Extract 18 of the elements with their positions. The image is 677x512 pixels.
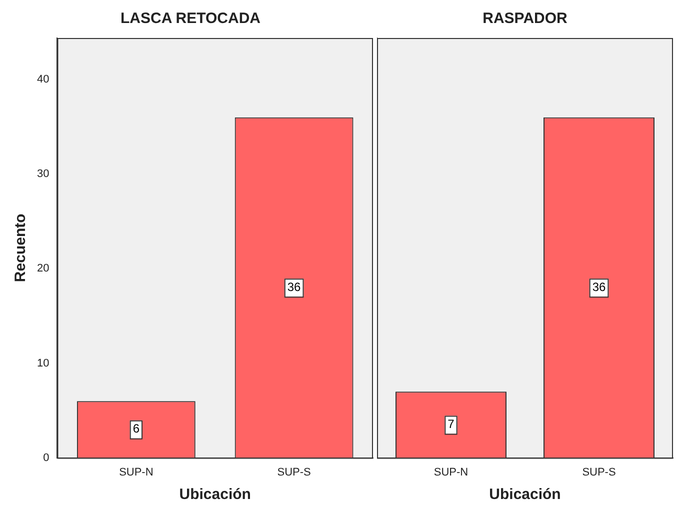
data-label: 7 [448,417,455,432]
x-tick-label: SUP-N [119,466,154,478]
y-tick-label: 0 [43,452,50,464]
data-label: 6 [132,422,140,436]
y-tick-label: 40 [36,74,50,86]
x-tick-label: SUP-N [434,466,468,478]
x-axis-title: Ubicación [489,486,561,504]
chart-title: RASPADOR [482,10,568,28]
chart-title: LASCA RETOCADA [120,10,261,28]
x-tick-label: SUP-S [277,466,311,478]
y-axis-title: Recuento [12,214,30,282]
data-label: 36 [592,280,606,294]
x-tick-label: SUP-S [582,466,616,478]
x-axis-title: Ubicación [179,486,251,504]
data-label: 36 [287,280,302,294]
y-tick-label: 20 [36,262,50,275]
y-tick-label: 10 [36,357,50,370]
y-tick-label: 30 [36,168,50,180]
